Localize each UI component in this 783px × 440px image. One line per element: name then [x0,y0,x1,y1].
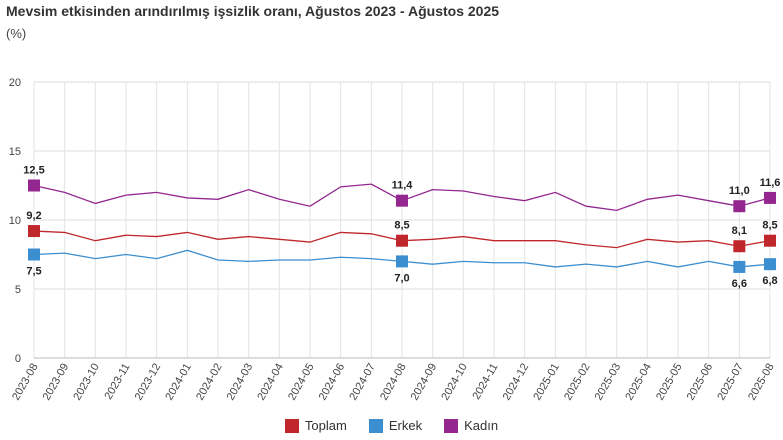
data-point-erkek [733,260,746,273]
x-tick-label: 2024-07 [347,362,378,403]
x-tick-label: 2025-06 [685,362,716,403]
data-point-kadin [764,191,776,204]
x-tick-label: 2024-06 [317,362,348,403]
data-label-toplam: 9,2 [26,210,41,222]
data-point-kadin [396,194,408,207]
data-label-erkek: 7,5 [26,266,41,278]
data-label-toplam: 8,1 [732,225,747,237]
x-tick-label: 2024-05 [286,362,317,403]
data-point-kadin [733,200,746,213]
y-tick-label: 15 [9,146,21,158]
data-point-toplam [396,234,408,247]
y-tick-label: 20 [9,77,21,89]
x-tick-label: 2024-11 [470,362,500,402]
data-label-erkek: 6,6 [732,278,747,290]
legend-item-erkek[interactable]: Erkek [368,418,423,433]
x-tick-label: 2023-12 [133,362,164,403]
data-label-kadin: 11,4 [392,180,414,192]
legend-item-kadin[interactable]: Kadın [444,418,498,433]
y-tick-label: 0 [15,353,21,365]
x-tick-label: 2025-08 [746,362,777,403]
legend-label-kadin: Kadın [464,418,499,433]
x-tick-label: 2023-09 [41,362,72,403]
x-tick-label: 2024-09 [409,362,440,403]
data-label-toplam: 8,5 [762,220,777,232]
unit-label: (%) [6,26,27,41]
x-tick-label: 2023-08 [10,362,41,403]
x-tick-label: 2024-02 [194,362,225,403]
x-tick-label: 2025-01 [531,362,562,403]
x-tick-label: 2024-10 [439,362,470,403]
data-label-kadin: 11,0 [729,185,750,197]
legend-swatch-erkek [368,418,383,433]
x-tick-label: 2025-03 [593,362,624,403]
chart-title: Mevsim etkisinden arındırılmış işsizlik … [6,3,500,19]
data-point-toplam [28,225,40,238]
data-point-erkek [396,255,408,268]
x-tick-label: 2025-07 [715,362,746,403]
data-label-kadin: 11,6 [760,177,781,189]
legend-swatch-kadin [444,418,459,433]
data-point-toplam [764,234,776,247]
legend-item-toplam[interactable]: Toplam [284,418,347,433]
data-label-toplam: 8,5 [394,220,409,232]
legend: Toplam Erkek Kadın [0,418,783,433]
x-tick-label: 2024-03 [225,362,256,403]
legend-swatch-toplam [284,418,299,433]
data-label-kadin: 12,5 [23,165,44,177]
x-tick-label: 2025-04 [623,362,654,403]
x-tick-label: 2025-02 [562,362,593,403]
x-tick-label: 2023-10 [71,362,102,403]
x-tick-label: 2024-08 [378,362,409,403]
data-label-erkek: 6,8 [762,275,777,287]
x-tick-label: 2024-12 [501,362,532,403]
x-tick-label: 2023-11 [102,362,132,402]
y-tick-label: 5 [15,284,21,296]
data-point-kadin [28,179,40,192]
x-tick-label: 2024-01 [163,362,194,403]
data-point-erkek [28,248,40,261]
legend-label-toplam: Toplam [304,418,347,433]
x-tick-label: 2024-04 [255,362,286,403]
x-tick-label: 2025-05 [654,362,685,403]
y-tick-label: 10 [9,215,21,227]
data-point-erkek [764,258,776,271]
data-point-toplam [733,240,746,253]
legend-label-erkek: Erkek [388,418,423,433]
data-label-erkek: 7,0 [394,272,409,284]
